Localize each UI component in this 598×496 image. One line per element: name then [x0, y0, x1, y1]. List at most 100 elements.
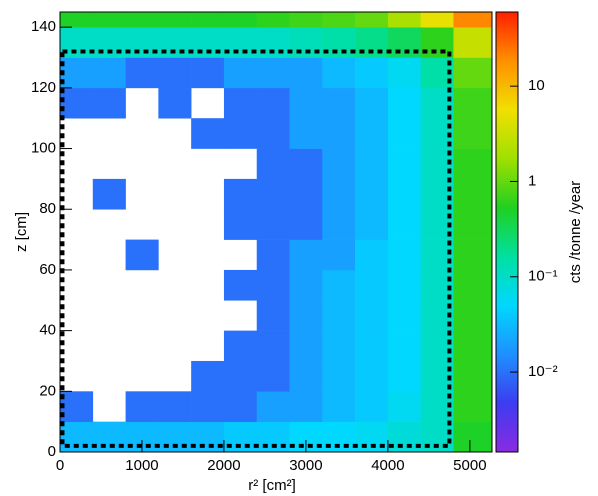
heatmap-cell [223, 178, 258, 210]
heatmap-cell [92, 12, 126, 28]
heatmap-cell [223, 209, 258, 240]
heatmap-cell [453, 27, 493, 58]
heatmap-cell [387, 330, 421, 362]
y-tick-label: 100 [31, 140, 56, 157]
heatmap-cell [453, 360, 493, 392]
heatmap-cell [92, 87, 126, 119]
colorbar-tick-label: 10⁻² [528, 363, 558, 380]
heatmap-cell [322, 209, 356, 240]
heatmap-cell [60, 12, 94, 28]
heatmap-cell [125, 57, 159, 89]
heatmap-cell [387, 209, 421, 240]
heatmap-cell [355, 57, 389, 89]
heatmap-cell [223, 12, 258, 28]
heatmap-cell [420, 87, 454, 119]
heatmap-cell [420, 330, 454, 362]
heatmap-cell [223, 57, 258, 89]
heatmap-cell [387, 12, 421, 28]
heatmap-cell [256, 391, 290, 422]
heatmap-cell [223, 391, 258, 422]
heatmap-cell [289, 360, 323, 392]
heatmap-cell [125, 391, 159, 422]
y-tick-label: 140 [31, 18, 56, 35]
heatmap-cell [420, 12, 454, 28]
heatmap-cell [453, 269, 493, 301]
heatmap-cell [256, 209, 290, 240]
heatmap-cell [256, 269, 290, 301]
heatmap-cell [387, 57, 421, 89]
heatmap-cell [387, 391, 421, 422]
heatmap-cell [322, 360, 356, 392]
heatmap-cell [387, 360, 421, 392]
heatmap-cell [355, 118, 389, 149]
heatmap-cell [223, 118, 258, 149]
heatmap-cell [420, 178, 454, 210]
heatmap-cell [289, 209, 323, 240]
heatmap-cell [453, 300, 493, 331]
y-tick-label: 40 [39, 322, 56, 339]
heatmap-cell [355, 148, 389, 180]
heatmap-cell [223, 360, 258, 392]
heatmap-cell [289, 391, 323, 422]
heatmap-cell [256, 360, 290, 392]
heatmap-cell [256, 87, 290, 119]
colorbar-tick-label: 10⁻¹ [528, 268, 558, 285]
x-tick-label: 1000 [125, 457, 158, 474]
heatmap-cell [322, 391, 356, 422]
colorbar [495, 11, 519, 453]
colorbar-tick-label: 1 [528, 172, 536, 189]
heatmap-cell [355, 391, 389, 422]
y-tick-label: 80 [39, 200, 56, 217]
heatmap-cell [322, 87, 356, 119]
heatmap-cell [453, 239, 493, 271]
heatmap-cell [60, 391, 94, 422]
heatmap-cell [355, 12, 389, 28]
heatmap-cell [387, 178, 421, 210]
y-axis-label: z [cm] [13, 212, 30, 252]
heatmap-cell [223, 87, 258, 119]
heatmap-cell [158, 57, 192, 89]
x-axis-label: r² [cm²] [248, 477, 295, 494]
colorbar-tick-label: 10 [528, 77, 545, 94]
heatmap-cell [289, 118, 323, 149]
heatmap-cell [256, 12, 290, 28]
heatmap-cell [387, 148, 421, 180]
heatmap-cell [191, 12, 225, 28]
heatmap-cell [387, 239, 421, 271]
heatmap-cell [256, 148, 290, 180]
heatmap-cell [223, 269, 258, 301]
heatmap-cell [289, 57, 323, 89]
heatmap-cell [289, 148, 323, 180]
heatmap-cell [256, 330, 290, 362]
heatmap-cell [322, 178, 356, 210]
colorbar-label: cts /tonne /year [567, 181, 584, 284]
heatmap-cell [453, 330, 493, 362]
heatmap-cell [322, 118, 356, 149]
heatmap-cell [256, 57, 290, 89]
heatmap-cell [191, 57, 225, 89]
heatmap-cell [322, 148, 356, 180]
heatmap-cell [387, 118, 421, 149]
heatmap-cell [158, 12, 192, 28]
heatmap-cell [387, 87, 421, 119]
x-tick-label: 3000 [289, 457, 322, 474]
y-tick-label: 120 [31, 79, 56, 96]
heatmap-cell [453, 178, 493, 210]
heatmap-cell [322, 239, 356, 271]
heatmap-cell [453, 118, 493, 149]
heatmap-cell [256, 178, 290, 210]
heatmap-cell [191, 391, 225, 422]
x-tick-label: 4000 [371, 457, 404, 474]
heatmap-cell [355, 87, 389, 119]
heatmap-cell [453, 421, 493, 453]
x-tick-label: 0 [56, 457, 64, 474]
heatmap-cell [92, 57, 126, 89]
heatmap-cell [158, 391, 192, 422]
heatmap-cell [256, 239, 290, 271]
heatmap-cell [355, 300, 389, 331]
heatmap-cell [355, 178, 389, 210]
heatmap-cell [322, 57, 356, 89]
heatmap-cell [125, 239, 159, 271]
heatmap-cell [453, 12, 493, 28]
